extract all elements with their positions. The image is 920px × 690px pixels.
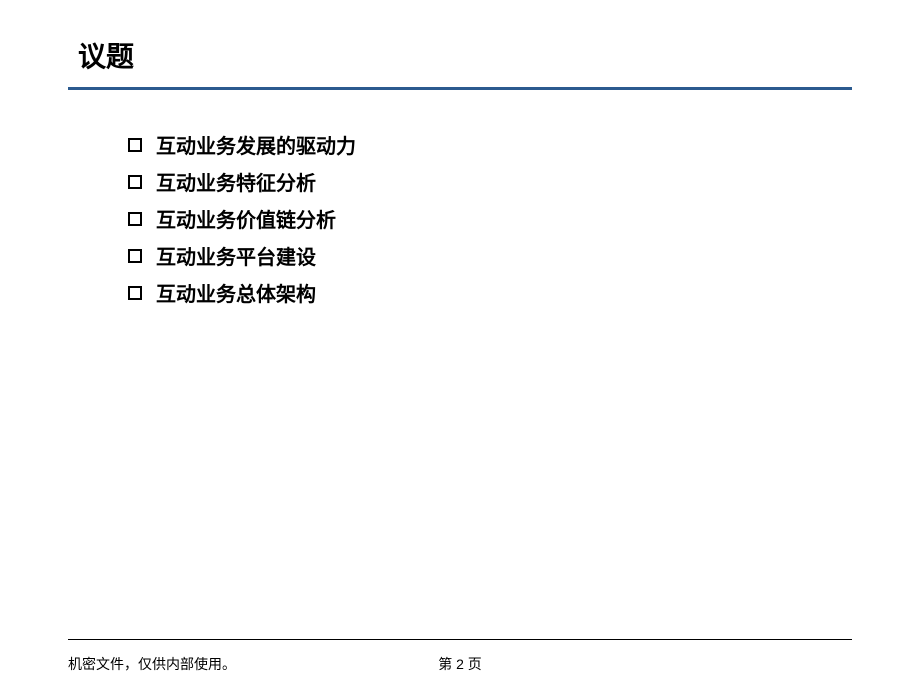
bullet-text: 互动业务总体架构 <box>156 278 316 307</box>
slide-footer: 机密文件，仅供内部使用。 第 2 页 <box>68 639 852 690</box>
square-bullet-icon <box>128 249 142 263</box>
square-bullet-icon <box>128 138 142 152</box>
slide-container: 议题 互动业务发展的驱动力 互动业务特征分析 互动业务价值链分析 互动业务平台建… <box>0 0 920 690</box>
bullet-list: 互动业务发展的驱动力 互动业务特征分析 互动业务价值链分析 互动业务平台建设 互… <box>68 130 852 307</box>
list-item: 互动业务发展的驱动力 <box>128 130 852 159</box>
bullet-text: 互动业务特征分析 <box>156 167 316 196</box>
bullet-text: 互动业务发展的驱动力 <box>156 130 356 159</box>
bullet-text: 互动业务价值链分析 <box>156 204 336 233</box>
square-bullet-icon <box>128 212 142 226</box>
title-divider <box>68 87 852 90</box>
footer-divider <box>68 639 852 641</box>
page-number: 第 2 页 <box>438 654 482 674</box>
list-item: 互动业务平台建设 <box>128 241 852 270</box>
square-bullet-icon <box>128 286 142 300</box>
square-bullet-icon <box>128 175 142 189</box>
footer-content: 机密文件，仅供内部使用。 第 2 页 <box>68 654 852 690</box>
bullet-text: 互动业务平台建设 <box>156 241 316 270</box>
list-item: 互动业务特征分析 <box>128 167 852 196</box>
list-item: 互动业务价值链分析 <box>128 204 852 233</box>
list-item: 互动业务总体架构 <box>128 278 852 307</box>
slide-title: 议题 <box>68 35 852 75</box>
